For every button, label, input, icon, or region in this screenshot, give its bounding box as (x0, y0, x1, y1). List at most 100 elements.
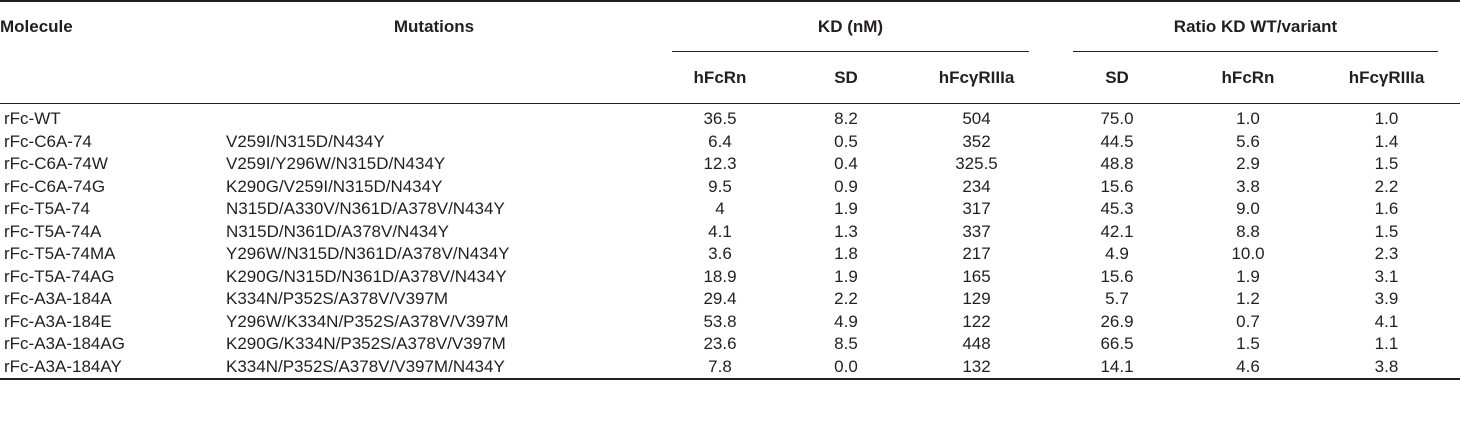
cell-ratio-hfcrn: 3.8 (1236, 176, 1260, 196)
table-row: rFc-WT 36.5 8.2 504 75.0 1.0 1.0 (0, 104, 1460, 131)
cell-kd-hfcrn: 4 (715, 199, 725, 219)
header-group-kd-rule (672, 51, 1029, 52)
cell-ratio-hfcrn: 1.2 (1236, 289, 1260, 309)
cell-kd-hfcrn: 23.6 (703, 334, 737, 354)
cell-kd-hfcgriiia: 234 (962, 176, 991, 196)
cell-ratio-hfcrn: 2.9 (1236, 154, 1260, 174)
cell-kd-hfcgriiia: 217 (962, 244, 991, 264)
table-row: rFc-T5A-74A N315D/N361D/A378V/N434Y 4.1 1.3… (0, 221, 1460, 244)
cell-molecule: rFc-A3A-184E (4, 311, 112, 331)
cell-kd-hfcgriiia: 165 (962, 266, 991, 286)
header-blank-mutations (218, 52, 650, 104)
cell-kd-hfcgriiia: 337 (962, 221, 991, 241)
cell-kd-sd: 1.9 (834, 199, 858, 219)
header-kd-hfcgriiia: hFcγRIIIa (902, 52, 1051, 104)
cell-mutations: N315D/N361D/A378V/N434Y (226, 221, 450, 241)
cell-kd-sd: 1.8 (834, 244, 858, 264)
cell-molecule: rFc-C6A-74W (4, 154, 108, 174)
cell-ratio-hfcrn: 8.8 (1236, 221, 1260, 241)
cell-ratio-sd: 75.0 (1100, 109, 1134, 129)
cell-ratio-sd: 45.3 (1100, 199, 1134, 219)
table-row: rFc-C6A-74G K290G/V259I/N315D/N434Y 9.5 0.9… (0, 176, 1460, 199)
cell-kd-hfcgriiia: 132 (902, 355, 1051, 380)
cell-kd-hfcrn: 36.5 (703, 109, 737, 129)
table-row: rFc-C6A-74W V259I/Y296W/N315D/N434Y 12.3 0.… (0, 153, 1460, 176)
header-group-ratio-label: Ratio KD WT/variant (1173, 17, 1338, 36)
cell-molecule: rFc-A3A-184A (4, 289, 112, 309)
cell-ratio-hfcgriiia: 3.8 (1313, 355, 1460, 380)
cell-molecule: rFc-A3A-184AY (0, 355, 218, 380)
cell-ratio-sd: 44.5 (1100, 131, 1134, 151)
cell-kd-sd: 1.3 (834, 221, 858, 241)
cell-mutations: Y296W/K334N/P352S/A378V/V397M (226, 311, 509, 331)
cell-kd-sd: 2.2 (834, 289, 858, 309)
header-ratio-sd: SD (1051, 52, 1183, 104)
cell-kd-sd: 0.4 (834, 154, 858, 174)
cell-ratio-hfcrn: 10.0 (1231, 244, 1265, 264)
cell-kd-sd: 0.9 (834, 176, 858, 196)
cell-ratio-sd: 5.7 (1105, 289, 1129, 309)
cell-kd-hfcgriiia: 448 (962, 334, 991, 354)
header-row-groups: Molecule Mutations KD (nM) Ratio KD WT/v… (0, 1, 1460, 52)
cell-kd-hfcrn: 12.3 (703, 154, 737, 174)
table-body: rFc-WT 36.5 8.2 504 75.0 1.0 1.0 rFc-C6A-74 V259… (0, 104, 1460, 380)
cell-ratio-hfcgriiia: 2.2 (1374, 176, 1399, 196)
cell-ratio-sd: 15.6 (1100, 266, 1134, 286)
table-row: rFc-A3A-184A K334N/P352S/A378V/V397M 29.4 2… (0, 288, 1460, 311)
cell-molecule: rFc-C6A-74G (4, 176, 106, 196)
header-group-kd-label: KD (nM) (817, 17, 884, 36)
cell-kd-sd: 0.0 (790, 355, 902, 380)
cell-ratio-hfcgriiia: 1.6 (1374, 199, 1399, 219)
cell-kd-sd: 8.5 (834, 334, 858, 354)
cell-ratio-hfcrn: 1.9 (1236, 266, 1260, 286)
cell-molecule: rFc-T5A-74MA (4, 244, 116, 264)
cell-mutations (218, 104, 650, 131)
cell-ratio-sd: 14.1 (1051, 355, 1183, 380)
cell-molecule: rFc-A3A-184AG (4, 334, 125, 354)
header-row-columns: hFcRn SD hFcγRIIIa SD hFcRn hFcγRIIIa (0, 52, 1460, 104)
table-row: rFc-C6A-74 V259I/N315D/N434Y 6.4 0.5 352 44.5… (0, 131, 1460, 154)
cell-ratio-hfcgriiia: 2.3 (1374, 244, 1399, 264)
kd-table: Molecule Mutations KD (nM) Ratio KD WT/v… (0, 1, 1460, 380)
cell-mutations: K334N/P352S/A378V/V397M/N434Y (218, 355, 650, 380)
table-row: rFc-T5A-74MA Y296W/N315D/N361D/A378V/N434… (0, 243, 1460, 266)
cell-kd-hfcgriiia: 122 (962, 311, 991, 331)
header-kd-hfcrn: hFcRn (650, 52, 790, 104)
cell-kd-sd: 4.9 (834, 311, 858, 331)
cell-ratio-hfcrn: 0.7 (1236, 311, 1260, 331)
cell-ratio-hfcrn: 9.0 (1236, 199, 1260, 219)
cell-ratio-hfcrn: 1.0 (1236, 109, 1260, 129)
cell-mutations: N315D/A330V/N361D/A378V/N434Y (226, 199, 505, 219)
cell-ratio-hfcrn: 1.5 (1236, 334, 1260, 354)
header-ratio-hfcgriiia: hFcγRIIIa (1313, 52, 1460, 104)
cell-mutations: V259I/Y296W/N315D/N434Y (226, 154, 446, 174)
table-header: Molecule Mutations KD (nM) Ratio KD WT/v… (0, 1, 1460, 104)
table-row: rFc-T5A-74AG K290G/N315D/N361D/A378V/N434… (0, 266, 1460, 289)
cell-ratio-hfcgriiia: 1.0 (1374, 109, 1399, 129)
cell-kd-hfcgriiia: 325.5 (955, 154, 998, 174)
cell-ratio-hfcgriiia: 3.9 (1374, 289, 1399, 309)
cell-molecule: rFc-WT (4, 109, 61, 129)
cell-molecule: rFc-T5A-74AG (4, 266, 115, 286)
cell-mutations: K290G/N315D/N361D/A378V/N434Y (226, 266, 507, 286)
cell-ratio-hfcgriiia: 1.5 (1374, 221, 1399, 241)
header-mutations: Mutations (393, 17, 475, 36)
cell-kd-hfcgriiia: 504 (962, 109, 991, 129)
header-group-ratio-rule (1073, 51, 1438, 52)
cell-kd-hfcrn: 3.6 (708, 244, 732, 264)
cell-kd-sd: 0.5 (834, 131, 858, 151)
cell-kd-hfcrn: 18.9 (703, 266, 737, 286)
cell-ratio-sd: 4.9 (1105, 244, 1129, 264)
cell-mutations: K334N/P352S/A378V/V397M (226, 289, 449, 309)
cell-mutations: K290G/K334N/P352S/A378V/V397M (226, 334, 506, 354)
cell-kd-hfcrn: 4.1 (708, 221, 732, 241)
cell-mutations: K290G/V259I/N315D/N434Y (226, 176, 443, 196)
table-row: rFc-A3A-184AG K290G/K334N/P352S/A378V/V39… (0, 333, 1460, 356)
cell-ratio-sd: 42.1 (1100, 221, 1134, 241)
cell-ratio-hfcrn: 4.6 (1183, 355, 1313, 380)
cell-kd-hfcgriiia: 129 (962, 289, 991, 309)
cell-ratio-hfcgriiia: 3.1 (1374, 266, 1399, 286)
header-blank-molecule (0, 52, 218, 104)
cell-kd-hfcrn: 7.8 (650, 355, 790, 380)
